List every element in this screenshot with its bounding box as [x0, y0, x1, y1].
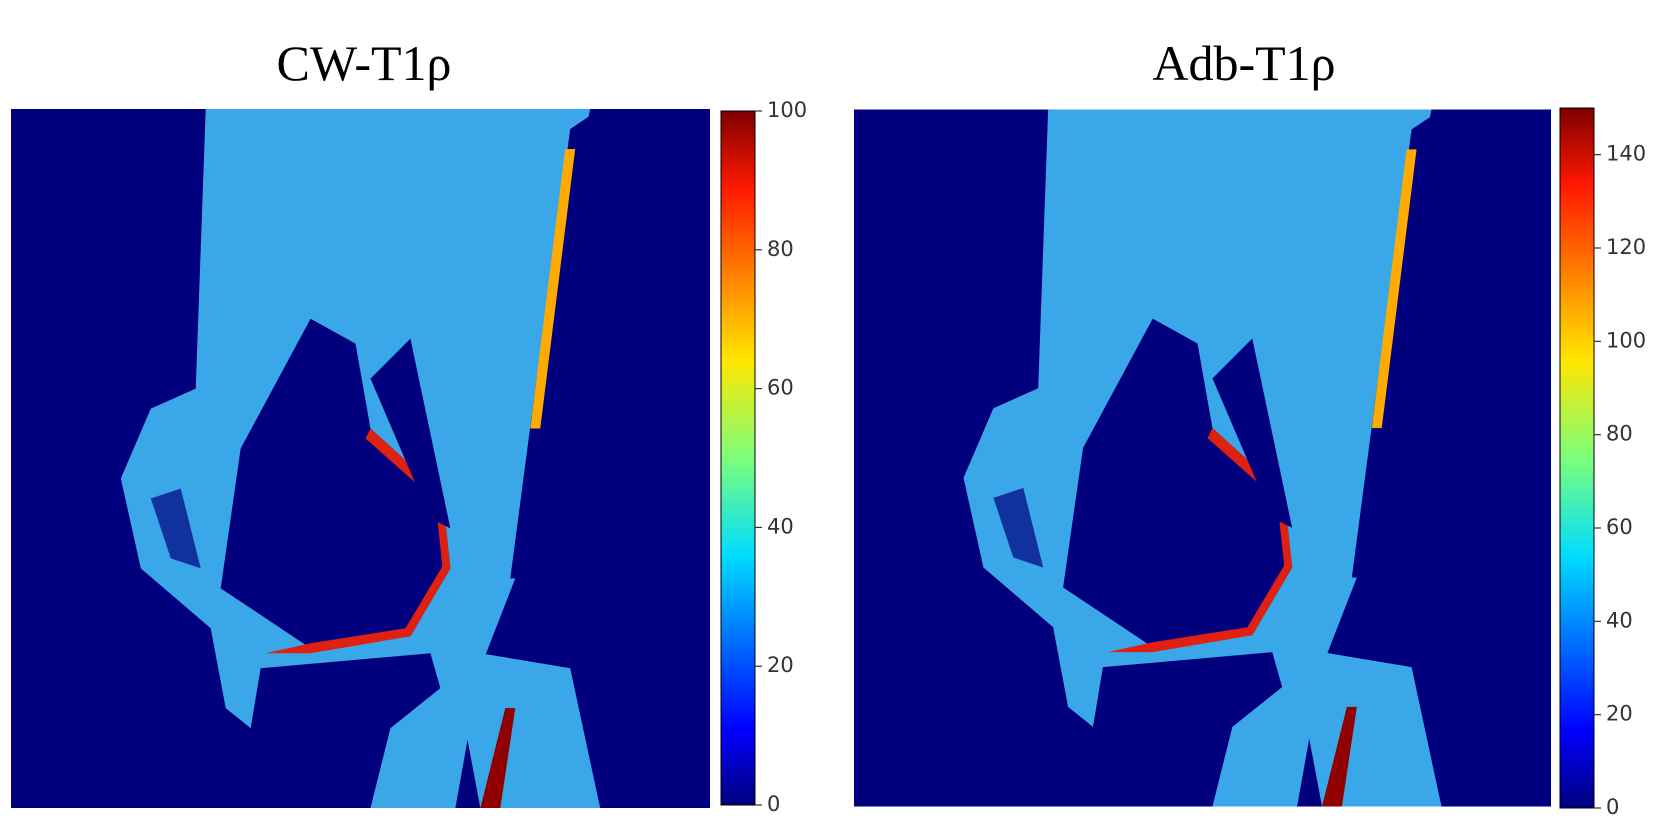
colorbar	[1559, 107, 1595, 809]
colorbar-tick-label: 80	[767, 237, 794, 261]
colorbar-tick-label: 80	[1606, 422, 1633, 446]
colorbar-tick-label: 0	[1606, 795, 1619, 819]
colorbar-tick-label: 140	[1606, 142, 1646, 166]
colorbar-tick-label: 20	[1606, 702, 1633, 726]
colorbar-tick-label: 40	[1606, 608, 1633, 632]
t1rho-map	[854, 109, 1551, 807]
t1rho-map	[11, 109, 710, 808]
colorbar-tick-label: 120	[1606, 235, 1646, 259]
colorbar-tick-label: 0	[767, 792, 780, 816]
colorbar-tick-label: 100	[1606, 328, 1646, 352]
colorbar-tick-label: 20	[767, 653, 794, 677]
panel-title: Adb-T1ρ	[1152, 35, 1335, 91]
colorbar-tick-label: 60	[1606, 515, 1633, 539]
colorbar	[720, 110, 756, 806]
colorbar-tick-label: 100	[767, 98, 807, 122]
colorbar-tick-label: 60	[767, 376, 794, 400]
panel-title: CW-T1ρ	[277, 35, 452, 91]
colorbar-tick-label: 40	[767, 514, 794, 538]
